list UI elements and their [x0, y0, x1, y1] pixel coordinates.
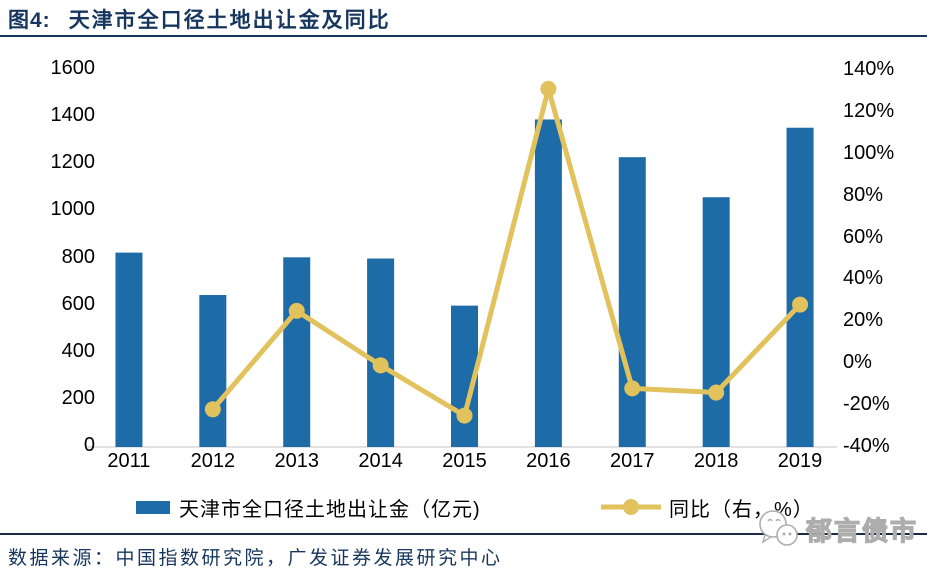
bar-2018 — [702, 197, 730, 447]
y-axis-right-tick-120%: 120% — [843, 99, 895, 122]
title-divider — [0, 35, 927, 37]
x-axis-label-2017: 2017 — [610, 450, 655, 472]
y-axis-right-tick--40%: -40% — [843, 435, 890, 458]
yoy-marker-2012 — [204, 401, 221, 418]
line-series-swatch-icon — [601, 499, 661, 515]
bar-2011 — [115, 252, 143, 447]
watermark: 郁言债市 — [756, 507, 924, 551]
legend-label-bar: 天津市全口径土地出让金（亿元) — [179, 498, 481, 521]
yoy-marker-2013 — [288, 302, 305, 319]
y-axis-left-tick-1200: 1200 — [50, 151, 96, 174]
y-axis-right-tick-0%: 0% — [843, 351, 872, 374]
bar-2019 — [786, 127, 814, 448]
figure-title-text: 天津市全口径土地出让金及同比 — [68, 9, 391, 32]
x-axis-label-2016: 2016 — [526, 450, 571, 472]
yoy-marker-2014 — [372, 357, 389, 374]
yoy-marker-2017 — [624, 380, 641, 397]
x-axis-label-2012: 2012 — [190, 450, 236, 472]
y-axis-left-tick-800: 800 — [61, 245, 95, 268]
y-axis-left-tick-200: 200 — [61, 386, 95, 409]
yoy-line — [210, 86, 803, 419]
bar-2016 — [534, 119, 562, 447]
y-axis-left-tick-1400: 1400 — [50, 104, 96, 127]
y-axis-right-tick-100%: 100% — [843, 141, 895, 164]
x-axis-label-2015: 2015 — [442, 450, 487, 472]
yoy-marker-2019 — [792, 296, 809, 313]
bar-2012 — [199, 295, 227, 447]
y-axis-left-tick-400: 400 — [61, 339, 95, 362]
y-axis-left-tick-1000: 1000 — [50, 198, 96, 221]
bar-2017 — [618, 157, 646, 447]
bar-2014 — [367, 258, 395, 447]
y-axis-left-tick-1600: 1600 — [50, 57, 96, 80]
watermark-text: 郁言债市 — [805, 515, 919, 546]
x-axis-label-2018: 2018 — [693, 450, 739, 472]
y-axis-right-tick-80%: 80% — [843, 183, 884, 206]
x-axis-label-2013: 2013 — [274, 450, 319, 472]
x-axis-label-2019: 2019 — [777, 450, 823, 472]
chat-bubbles-logo-icon — [759, 510, 798, 546]
x-axis-label-2014: 2014 — [358, 450, 403, 472]
x-axis-label-2011: 2011 — [107, 450, 151, 472]
yoy-marker-2015 — [456, 407, 473, 424]
figure-title: 图4: 天津市全口径土地出让金及同比 — [8, 4, 391, 34]
y-axis-left-tick-600: 600 — [61, 292, 95, 315]
legend-item-land-revenue: 天津市全口径土地出让金（亿元) — [136, 494, 481, 521]
y-axis-right-tick-140%: 140% — [843, 58, 895, 81]
combo-chart-plot — [87, 80, 837, 448]
y-axis-right-tick-40%: 40% — [843, 267, 884, 290]
data-source-text: 数据来源：中国指数研究院，广发证券发展研究中心 — [8, 548, 503, 569]
figure-number: 图4: — [8, 9, 51, 32]
bar-series-swatch-icon — [136, 500, 170, 514]
yoy-marker-2018 — [708, 384, 725, 401]
y-axis-right-tick-60%: 60% — [843, 225, 884, 248]
y-axis-right-tick--20%: -20% — [843, 393, 890, 416]
y-axis-left-tick-0: 0 — [83, 434, 95, 457]
bar-2013 — [283, 257, 311, 447]
y-axis-right-tick-20%: 20% — [843, 309, 884, 332]
footer-divider — [0, 533, 927, 535]
yoy-marker-2016 — [540, 80, 557, 97]
